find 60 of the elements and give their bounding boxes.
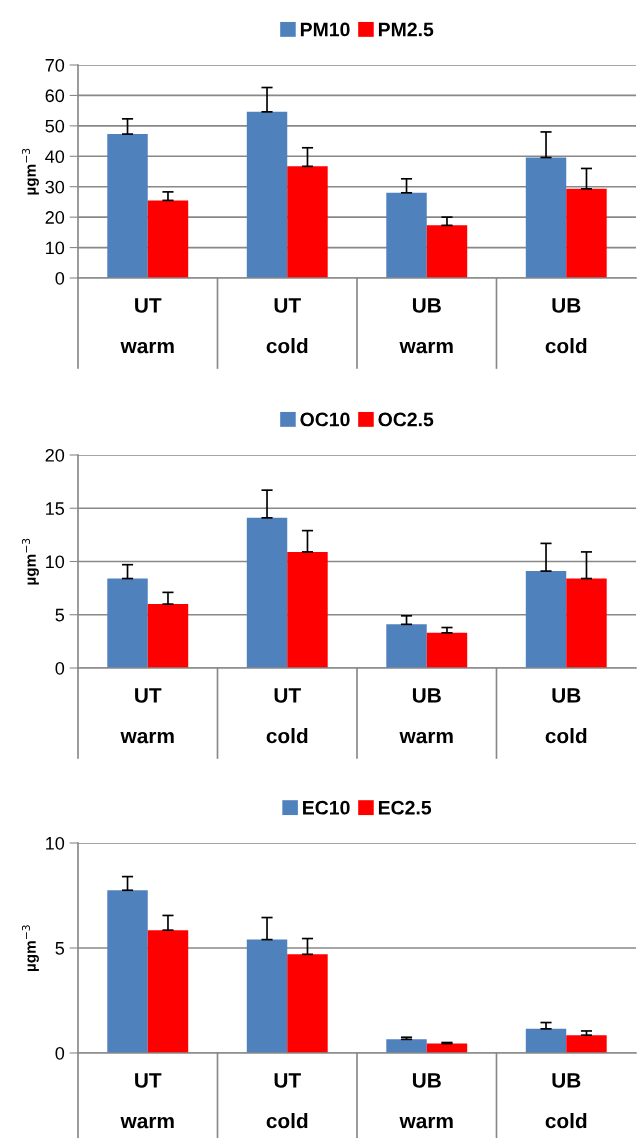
category-label: UT warm bbox=[120, 1073, 174, 1129]
category-label: UT warm bbox=[120, 298, 174, 354]
y-tick-label: 10 bbox=[46, 241, 65, 255]
legend-label: PM10 bbox=[300, 22, 350, 37]
bar bbox=[566, 578, 607, 668]
bar bbox=[147, 604, 189, 668]
legend-label: EC2.5 bbox=[378, 800, 432, 815]
y-tick-label: 0 bbox=[55, 1046, 65, 1060]
bar bbox=[287, 166, 328, 278]
y-tick-label: 40 bbox=[45, 150, 65, 164]
y-axis-title: µgm$^{−3}$ bbox=[21, 148, 39, 195]
category-label: UB warm bbox=[399, 298, 453, 354]
legend-label: OC2.5 bbox=[378, 412, 434, 427]
y-tick-label: 70 bbox=[45, 58, 65, 72]
category-label: UB cold bbox=[545, 688, 587, 744]
category-label: UB cold bbox=[545, 1073, 587, 1129]
y-tick-label: 15 bbox=[46, 502, 65, 515]
bar bbox=[287, 551, 328, 668]
bar bbox=[107, 578, 148, 668]
y-tick-label: 10 bbox=[46, 555, 65, 569]
bar bbox=[147, 930, 189, 1053]
y-tick-label: 20 bbox=[45, 211, 65, 224]
bar bbox=[107, 890, 148, 1053]
bar bbox=[386, 624, 427, 668]
category-label: UB warm bbox=[399, 688, 453, 744]
legend-label: EC10 bbox=[303, 800, 350, 815]
category-label: UB cold bbox=[545, 298, 587, 354]
legend-label: PM2.5 bbox=[378, 22, 434, 37]
y-tick-label: 0 bbox=[55, 661, 65, 675]
bar bbox=[386, 1039, 427, 1053]
bar bbox=[525, 571, 567, 668]
bar bbox=[246, 111, 288, 278]
y-axis-title: µgm$^{−3}$ bbox=[21, 538, 39, 585]
legend-label: OC10 bbox=[300, 412, 350, 427]
bar bbox=[287, 954, 328, 1053]
bar bbox=[147, 200, 189, 278]
category-label: UT cold bbox=[266, 688, 308, 744]
y-tick-label: 60 bbox=[45, 89, 65, 103]
y-tick-label: 10 bbox=[46, 836, 65, 850]
category-label: UB warm bbox=[399, 1073, 453, 1129]
y-tick-label: 0 bbox=[55, 271, 65, 285]
bar bbox=[525, 157, 567, 278]
bar bbox=[386, 192, 427, 278]
y-tick-label: 5 bbox=[55, 608, 65, 622]
y-tick-label: 20 bbox=[45, 448, 65, 462]
y-tick-label: 5 bbox=[55, 942, 65, 955]
y-axis-title: µgm$^{−3}$ bbox=[21, 925, 39, 972]
bar bbox=[426, 225, 468, 278]
y-tick-label: 30 bbox=[45, 180, 65, 194]
bar bbox=[246, 517, 288, 668]
bar bbox=[107, 134, 148, 278]
bar bbox=[566, 188, 607, 278]
bar bbox=[426, 632, 468, 668]
bar bbox=[566, 1035, 607, 1053]
bar bbox=[246, 939, 288, 1053]
category-label: UT cold bbox=[266, 298, 308, 354]
bar bbox=[525, 1028, 567, 1053]
category-label: UT warm bbox=[120, 688, 174, 744]
category-label: UT cold bbox=[266, 1073, 308, 1129]
y-tick-label: 50 bbox=[45, 119, 65, 133]
